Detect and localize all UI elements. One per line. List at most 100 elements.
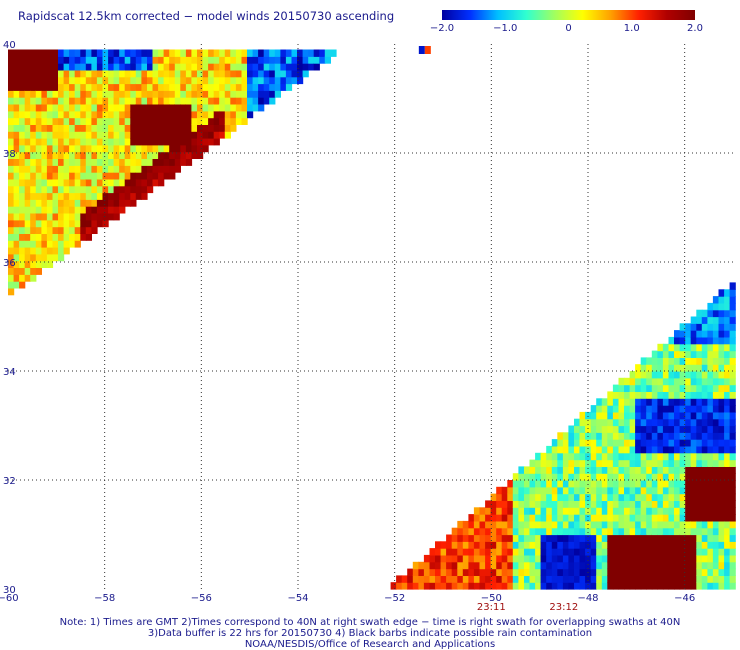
wind-cell — [219, 63, 226, 71]
wind-cell — [202, 124, 209, 132]
wind-cell — [590, 582, 597, 590]
wind-cell — [41, 213, 48, 221]
wind-cell — [585, 514, 592, 522]
wind-cell — [685, 425, 692, 433]
wind-cell — [280, 49, 287, 57]
wind-cell — [651, 514, 658, 522]
wind-cell — [174, 90, 181, 98]
wind-cell — [712, 445, 720, 454]
wind-cell — [640, 527, 647, 536]
wind-cell — [180, 158, 187, 166]
wind-cell — [662, 582, 670, 590]
wind-cell — [707, 561, 714, 570]
wind-cell — [24, 260, 31, 268]
wind-cell — [191, 117, 198, 125]
wind-cell — [696, 507, 703, 515]
wind-cell — [247, 90, 254, 98]
wind-cell — [462, 534, 469, 542]
wind-cell — [263, 63, 270, 71]
wind-cell — [712, 336, 720, 345]
wind-cell — [124, 76, 131, 85]
wind-cell — [108, 172, 115, 180]
wind-cell — [729, 330, 736, 338]
wind-cell — [540, 582, 547, 590]
wind-cell — [546, 514, 553, 522]
wind-cell — [213, 138, 220, 146]
wind-cell — [147, 151, 154, 159]
wind-cell — [479, 541, 486, 549]
wind-cell — [712, 418, 720, 427]
wind-cell — [174, 124, 181, 132]
wind-cell — [674, 398, 681, 406]
wind-cell — [662, 432, 670, 440]
wind-cell — [640, 541, 647, 549]
wind-cell — [41, 144, 48, 153]
wind-cell — [657, 466, 664, 474]
wind-cell — [30, 199, 37, 207]
wind-cell — [729, 473, 736, 481]
wind-cell — [263, 49, 270, 57]
wind-cell — [41, 76, 48, 85]
wind-cell — [85, 165, 92, 173]
wind-cell — [158, 158, 165, 166]
wind-cell — [685, 377, 692, 386]
wind-cell — [618, 486, 625, 495]
wind-cell — [568, 582, 575, 590]
wind-cell — [651, 432, 658, 440]
wind-cell — [629, 377, 636, 386]
wind-cell — [562, 445, 570, 454]
wind-cell — [690, 459, 697, 467]
wind-cell — [724, 541, 731, 549]
wind-cell — [690, 377, 697, 386]
wind-cell — [52, 226, 59, 234]
wind-cell — [596, 480, 603, 488]
wind-cell — [579, 466, 586, 474]
wind-cell — [657, 554, 664, 563]
wind-cell — [524, 568, 531, 576]
wind-cell — [546, 473, 553, 481]
wind-cell — [169, 131, 176, 139]
wind-cell — [169, 110, 176, 119]
wind-cell — [596, 575, 603, 583]
wind-cell — [30, 172, 37, 180]
wind-cell — [501, 527, 508, 536]
wind-cell — [418, 575, 425, 583]
wind-cell — [35, 260, 42, 268]
wind-cell — [657, 534, 664, 542]
wind-cell — [724, 432, 731, 440]
wind-cell — [696, 541, 703, 549]
wind-cell — [568, 527, 575, 536]
wind-cell — [58, 104, 65, 112]
wind-cell — [724, 452, 731, 461]
wind-cell — [102, 144, 109, 153]
wind-cell — [247, 63, 254, 71]
wind-cell — [718, 343, 725, 352]
wind-cell — [46, 172, 54, 180]
wind-cell — [507, 575, 514, 583]
wind-cell — [479, 582, 486, 590]
wind-cell — [13, 110, 20, 119]
wind-cell — [152, 90, 159, 98]
wind-cell — [19, 83, 26, 91]
wind-cell — [729, 302, 736, 311]
wind-cell — [557, 439, 564, 447]
wind-cell — [718, 480, 725, 488]
wind-cell — [507, 548, 514, 556]
wind-cell — [163, 165, 170, 173]
wind-cell — [551, 507, 558, 515]
wind-cell — [712, 561, 720, 570]
wind-cell — [485, 514, 492, 522]
wind-cell — [169, 172, 176, 180]
wind-cell — [668, 575, 675, 583]
wind-cell — [24, 185, 31, 194]
wind-cell — [152, 165, 159, 173]
wind-cell — [496, 554, 503, 563]
wind-cell — [685, 405, 692, 413]
wind-cell — [674, 500, 681, 508]
wind-cell — [191, 138, 198, 146]
wind-cell — [596, 514, 603, 522]
wind-cell — [108, 151, 115, 159]
wind-cell — [596, 418, 603, 427]
wind-cell — [512, 548, 519, 556]
note-line-3: NOAA/NESDIS/Office of Research and Appli… — [244, 639, 496, 650]
